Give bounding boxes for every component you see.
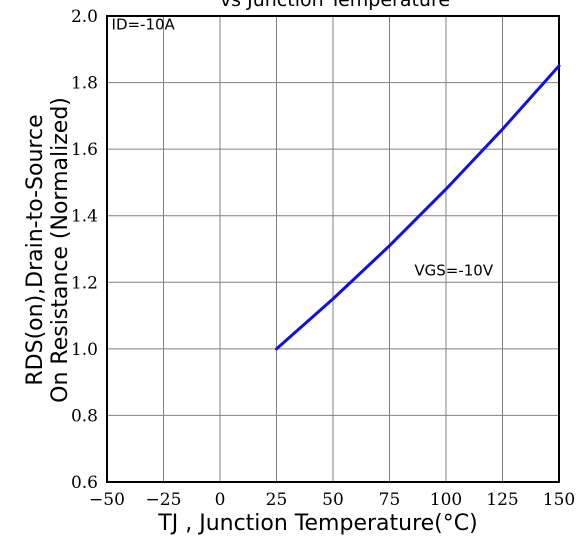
chart-title: vs Junction Temperature — [220, 0, 450, 11]
annotations: ID=-10A VGS=-10V — [112, 15, 494, 279]
y-tick-label: 1.0 — [71, 340, 98, 360]
x-tick-label: 50 — [322, 490, 344, 510]
series-line — [275, 64, 561, 351]
y-tick-labels: 0.6 0.8 1.0 1.2 1.4 1.6 1.8 2.0 — [71, 7, 98, 493]
y-tick-label: 1.6 — [71, 140, 98, 160]
y-axis-label-line-2: On Resistance (Normalized) — [48, 97, 73, 403]
y-tick-label: 0.8 — [71, 406, 98, 426]
x-tick-label: 75 — [379, 490, 401, 510]
y-axis-label-line-1: RDS(on),Drain-to-Source — [23, 114, 48, 385]
x-tick-label: 150 — [543, 490, 575, 510]
y-axis-label: RDS(on),Drain-to-Source On Resistance (N… — [23, 97, 73, 403]
chart-annotation: ID=-10A — [112, 15, 176, 33]
series-layer — [275, 64, 561, 351]
x-tick-label: −25 — [146, 490, 182, 510]
y-tick-label: 1.8 — [71, 74, 98, 94]
x-tick-label: 25 — [266, 490, 288, 510]
y-tick-label: 1.4 — [71, 207, 98, 227]
grid-lines — [107, 16, 559, 482]
plot-frame — [106, 15, 560, 483]
y-tick-label: 1.2 — [71, 273, 98, 293]
chart-annotation: VGS=-10V — [414, 262, 493, 280]
x-tick-label: 125 — [486, 490, 518, 510]
y-tick-label: 0.6 — [71, 473, 98, 493]
x-tick-label: 100 — [430, 490, 462, 510]
x-tick-labels: −50 −25 0 25 50 75 100 125 150 — [89, 490, 575, 510]
y-tick-label: 2.0 — [71, 7, 98, 27]
x-tick-label: −50 — [89, 490, 125, 510]
x-tick-label: 0 — [215, 490, 226, 510]
x-axis-label: TJ , Junction Temperature(°C) — [157, 511, 477, 536]
